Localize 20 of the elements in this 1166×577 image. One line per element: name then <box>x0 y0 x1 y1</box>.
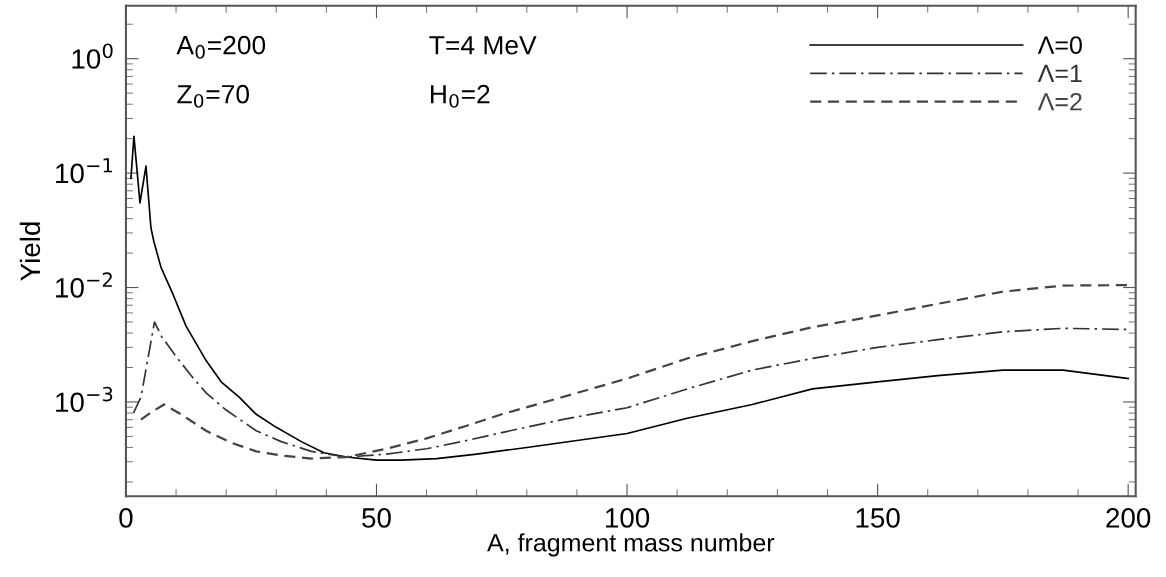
y-tick-label: 10$^{−3}$ <box>56 386 113 413</box>
annotation: A$_{0}$=200 <box>176 35 266 59</box>
y-tick-label: 10$^{−1}$ <box>56 158 113 184</box>
x-tick-label: 0 <box>119 508 133 528</box>
annotation: T=4 MeV <box>429 36 537 55</box>
y-axis-title: Yield <box>19 222 41 281</box>
x-axis-title: A, fragment mass number <box>487 533 775 557</box>
x-tick-label: 100 <box>606 508 650 528</box>
line-series <box>139 283 1130 460</box>
x-tick-label: 50 <box>362 508 391 528</box>
annotation: H$_{0}$=2 <box>431 84 490 108</box>
line-series <box>130 135 1130 461</box>
text: Λ=1 <box>1037 64 1082 83</box>
x-tick-label: 150 <box>856 508 900 528</box>
text: Λ=2 <box>1037 92 1082 111</box>
y-tick-label: 10$^{0}$ <box>72 43 113 69</box>
x-tick-label: 200 <box>1106 508 1151 528</box>
text: Λ=0 <box>1037 36 1082 54</box>
y-tick-label: 10$^{−2}$ <box>56 272 112 298</box>
annotation: Z$_{0}$=70 <box>177 84 249 108</box>
